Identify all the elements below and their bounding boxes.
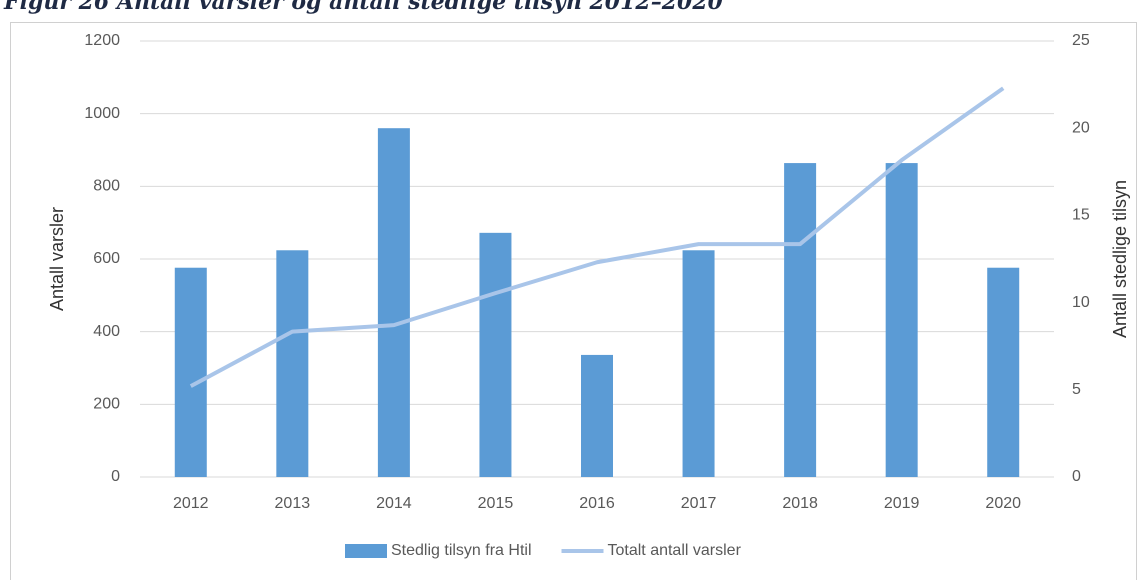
x-tick-label: 2012 (173, 495, 209, 512)
bar (682, 250, 715, 477)
bar (581, 354, 613, 477)
y-tick-label: 1200 (84, 32, 120, 49)
y2-tick-label: 5 (1072, 381, 1081, 398)
bar (479, 232, 512, 477)
legend-label: Totalt antall varsler (608, 542, 742, 559)
x-tick-label: 2019 (884, 495, 920, 512)
y2-tick-label: 20 (1072, 119, 1090, 136)
legend-label: Stedlig tilsyn fra Htil (391, 542, 532, 559)
legend-swatch (345, 544, 387, 558)
y2-axis-title: Antall stedlige tilsyn (1110, 180, 1130, 338)
chart-title: Figur 26 Antall varsler og antall stedli… (3, 0, 724, 15)
y-tick-label: 800 (93, 178, 120, 195)
x-tick-label: 2018 (782, 495, 818, 512)
x-tick-label: 2020 (985, 495, 1021, 512)
y2-tick-label: 15 (1072, 207, 1090, 224)
x-tick-label: 2015 (478, 495, 514, 512)
x-tick-label: 2017 (681, 495, 717, 512)
x-tick-label: 2014 (376, 495, 412, 512)
y2-tick-label: 0 (1072, 468, 1081, 485)
bar (784, 163, 817, 477)
y-tick-label: 600 (93, 250, 120, 267)
chart-border (10, 22, 1137, 580)
y-tick-label: 400 (93, 323, 120, 340)
line (189, 86, 1005, 388)
x-tick-label: 2016 (579, 495, 615, 512)
y-tick-label: 0 (111, 468, 120, 485)
bar (885, 163, 918, 477)
bar (174, 267, 207, 477)
y2-tick-label: 10 (1072, 294, 1090, 311)
x-tick-label: 2013 (275, 495, 311, 512)
bar (276, 250, 309, 477)
bar (987, 267, 1020, 477)
y2-tick-label: 25 (1072, 32, 1090, 49)
y-tick-label: 1000 (84, 105, 120, 122)
bar (377, 128, 410, 477)
y-tick-label: 200 (93, 396, 120, 413)
y-axis-title: Antall varsler (47, 207, 67, 311)
